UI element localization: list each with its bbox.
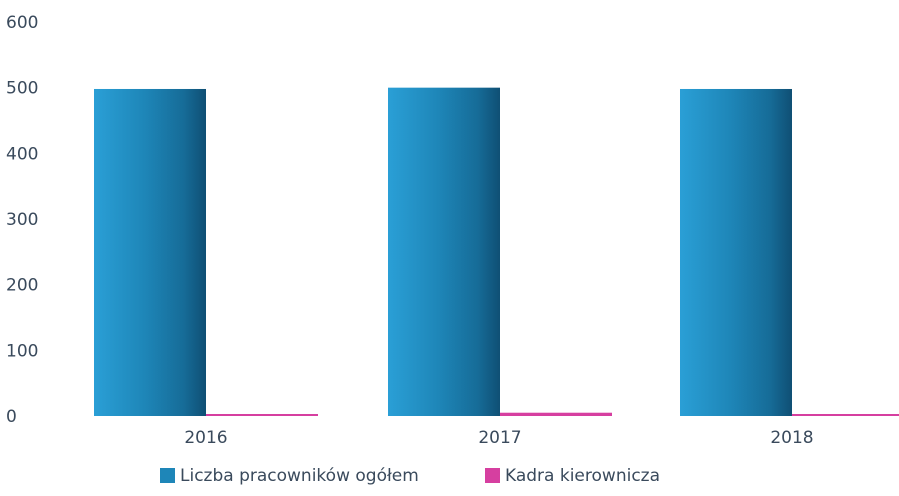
bar-liczba-pracownikow-2017 xyxy=(388,87,500,417)
x-axis: 2016 2017 2018 xyxy=(184,428,813,448)
y-tick-label: 600 xyxy=(6,13,38,33)
y-tick-label: 200 xyxy=(6,276,38,296)
bar-liczba-pracownikow-2016 xyxy=(94,88,206,416)
y-axis: 0 100 200 300 400 500 600 xyxy=(6,13,38,427)
y-tick-label: 400 xyxy=(6,144,38,164)
bar-liczba-pracownikow-2018 xyxy=(680,88,792,416)
legend-label-liczba-pracownikow: Liczba pracowników ogółem xyxy=(180,466,419,486)
y-tick-label: 300 xyxy=(6,210,38,230)
legend-swatch-liczba-pracownikow xyxy=(160,468,175,483)
bar-kadra-kierownicza-2018 xyxy=(792,414,899,416)
x-tick-label: 2016 xyxy=(184,428,227,448)
y-tick-label: 100 xyxy=(6,341,38,361)
y-tick-label: 500 xyxy=(6,79,38,99)
bar-kadra-kierownicza-2016 xyxy=(206,414,318,416)
y-tick-label: 0 xyxy=(6,407,17,427)
x-tick-label: 2017 xyxy=(478,428,521,448)
bar-kadra-kierownicza-2017 xyxy=(500,412,612,416)
legend-label-kadra-kierownicza: Kadra kierownicza xyxy=(505,466,660,486)
bars xyxy=(94,87,899,417)
x-tick-label: 2018 xyxy=(770,428,813,448)
legend-swatch-kadra-kierownicza xyxy=(485,468,500,483)
legend: Liczba pracowników ogółem Kadra kierownic… xyxy=(160,466,660,486)
